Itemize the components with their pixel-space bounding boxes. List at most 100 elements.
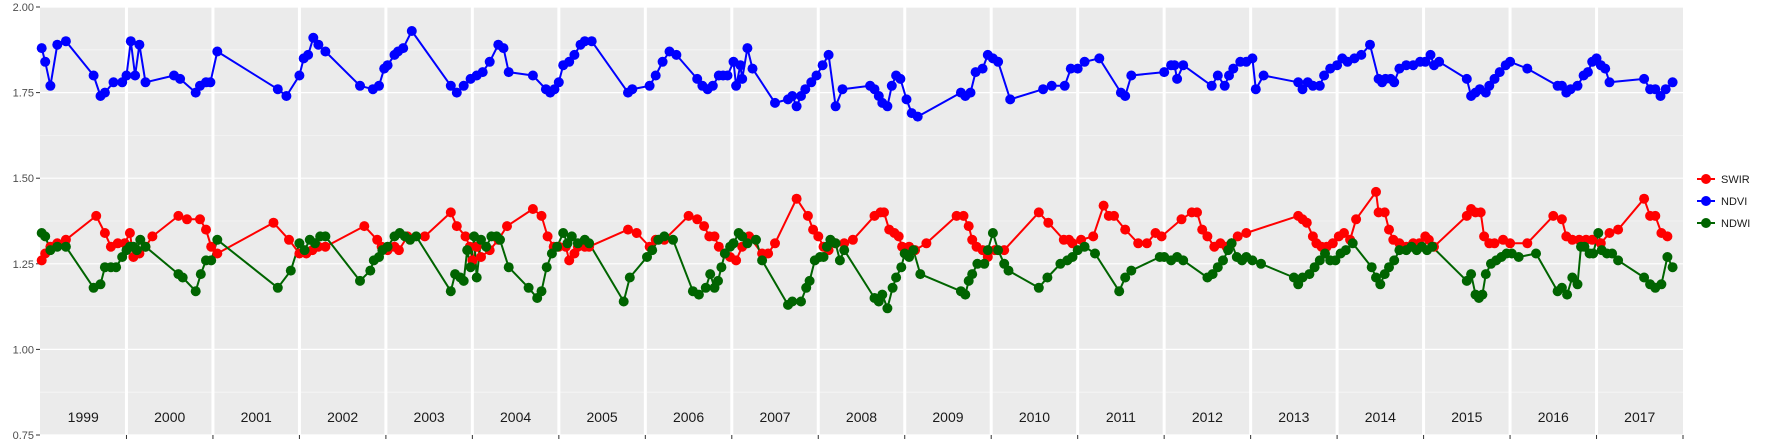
data-point-ndwi [1079,241,1090,252]
data-point-swir [445,207,456,218]
data-point-ndwi [1607,248,1618,259]
data-point-ndvi [1505,56,1516,67]
data-point-ndvi [1425,49,1436,60]
data-point-ndvi [1172,73,1183,84]
data-point-swir [1301,217,1312,228]
data-point-ndwi [95,279,106,290]
data-point-ndvi [1219,80,1230,91]
data-point-ndwi [1256,258,1266,269]
data-point-ndwi [111,262,122,273]
data-point-ndvi [1356,49,1367,60]
data-point-ndwi [310,238,320,249]
data-point-ndvi [657,56,668,67]
data-point-ndwi [195,269,206,280]
data-point-ndvi [791,101,802,112]
data-point-ndvi [1484,80,1495,91]
legend-item-swir: SWIR [1697,174,1750,186]
year-label: 2015 [1451,409,1482,425]
data-point-swir [1662,231,1673,242]
data-point-ndvi [1365,39,1375,50]
data-point-ndvi [498,43,509,54]
data-point-swir [1120,224,1131,235]
data-point-ndvi [722,70,733,81]
data-point-ndwi [1531,248,1541,259]
data-point-ndwi [552,241,563,252]
data-point-ndwi [1314,255,1325,266]
data-point-swir [692,214,703,225]
data-point-ndwi [839,245,850,256]
data-point-ndvi [1660,84,1671,95]
data-point-swir [99,228,110,238]
data-point-ndwi [728,238,739,249]
data-point-ndvi [579,36,590,47]
data-point-ndwi [382,241,393,252]
data-point-ndvi [895,73,906,84]
data-point-ndwi [52,241,63,252]
data-point-ndvi [1434,56,1445,67]
data-point-ndwi [1120,272,1131,283]
data-point-swir [124,228,135,238]
data-point-ndvi [272,84,283,95]
data-point-ndvi [644,80,655,91]
data-point-ndvi [886,80,897,91]
data-point-ndwi [541,262,552,273]
data-point-ndvi [88,70,99,81]
data-point-ndwi [140,241,151,252]
data-point-ndvi [398,43,409,54]
data-point-ndvi [1307,80,1318,91]
data-point-ndwi [1593,228,1604,238]
data-point-ndvi [527,70,538,81]
data-point-ndvi [817,60,828,71]
data-point-swir [1133,238,1144,249]
data-point-ndwi [471,272,482,283]
data-point-ndvi [1178,60,1189,71]
year-label: 2014 [1365,409,1396,425]
data-point-ndwi [647,245,658,256]
data-point-ndwi [1613,255,1624,266]
data-point-swir [393,245,404,256]
data-point-ndwi [135,234,146,245]
data-point-ndwi [546,248,557,259]
data-point-swir [1156,231,1167,242]
data-point-ndvi [671,49,682,60]
data-point-ndwi [891,272,902,283]
data-point-ndwi [1366,262,1377,273]
data-point-ndvi [586,36,597,47]
data-point-ndvi [912,111,923,122]
data-point-ndwi [1309,262,1320,273]
data-point-ndwi [558,228,569,238]
data-point-ndwi [751,234,761,245]
year-label: 2003 [414,409,445,425]
data-point-ndvi [564,56,575,67]
major-gridlines [40,6,1683,436]
data-point-swir [284,234,294,245]
data-point-ndwi [624,272,635,283]
data-point-swir [1548,210,1559,221]
data-point-swir [731,255,742,266]
data-point-ndwi [1126,265,1137,276]
data-point-swir [893,231,904,242]
data-point-swir [201,224,211,235]
data-point-ndvi [569,49,580,60]
data-point-ndwi [1662,252,1673,262]
data-point-ndwi [272,282,283,293]
data-point-ndwi [908,245,919,256]
data-point-ndwi [294,238,305,249]
data-point-swir [91,210,102,221]
data-point-ndwi [1562,289,1573,300]
data-point-swir [451,221,462,232]
data-point-ndwi [1207,269,1218,280]
data-point-ndwi [1067,252,1078,262]
data-point-ndvi [1572,80,1583,91]
data-point-ndvi [175,73,186,84]
data-point-ndvi [1072,63,1083,74]
data-point-ndwi [1304,269,1315,280]
data-point-swir [212,248,223,259]
y-tick-label: 0.75 [13,430,34,442]
data-point-ndvi [823,49,834,60]
legend-item-ndwi: NDWI [1697,218,1750,230]
data-point-swir [1567,234,1578,245]
data-point-ndwi [476,234,486,245]
data-point-ndwi [719,248,730,259]
data-point-ndwi [212,234,223,245]
